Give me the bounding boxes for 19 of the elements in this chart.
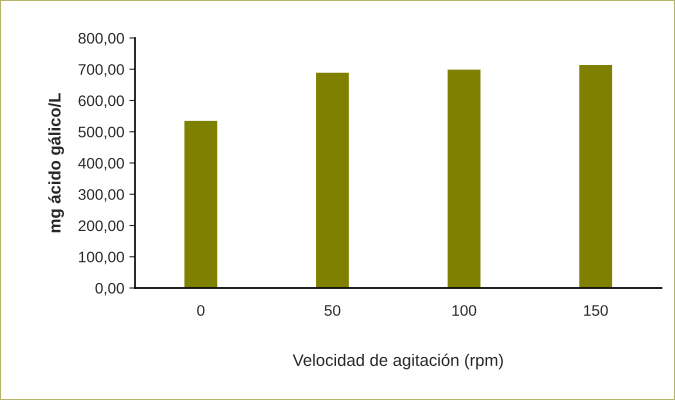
bar xyxy=(314,71,350,288)
y-tick-label: 500,00 xyxy=(78,126,124,140)
x-axis-title: Velocidad de agitación (rpm) xyxy=(292,354,503,370)
y-tick-label: 400,00 xyxy=(78,158,124,170)
bar xyxy=(183,119,219,288)
y-tick-label: 700,00 xyxy=(78,64,124,77)
y-tick-label: 100,00 xyxy=(79,252,124,264)
y-axis-title: mg ácido gálico/L xyxy=(48,93,64,232)
y-tick-label: 800,00 xyxy=(78,32,124,46)
y-tick-label: 200,00 xyxy=(78,220,124,233)
x-tick-label: 100 xyxy=(452,305,476,316)
x-tick-label: 50 xyxy=(324,305,340,316)
y-tick-label: 300,00 xyxy=(78,189,124,202)
bar xyxy=(578,64,614,288)
bar xyxy=(446,68,482,288)
x-tick-label: 0 xyxy=(197,305,204,316)
y-tick-label: 0,00 xyxy=(95,282,124,296)
y-tick-label: 600,00 xyxy=(78,95,124,108)
x-tick-label: 150 xyxy=(584,305,608,316)
